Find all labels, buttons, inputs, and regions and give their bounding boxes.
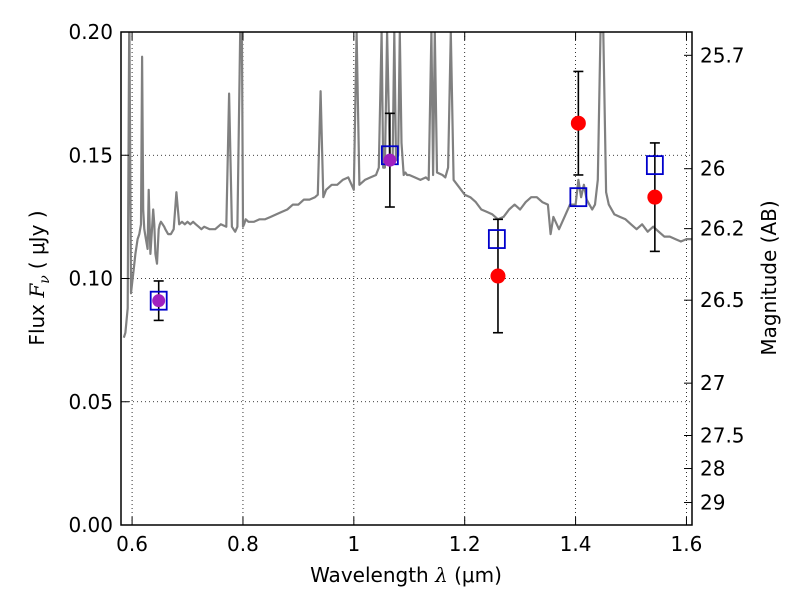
spectrum-layer	[122, 32, 692, 339]
observed-point	[570, 115, 586, 131]
y2-tick-label: 27.5	[700, 424, 745, 448]
x-tick-label: 1.4	[560, 532, 592, 556]
ticks: 0.6 0.8 1 1.2 1.4 1.6 0.00 0.05 0.10 0.15 0.20 25.7…	[68, 20, 744, 556]
y2-tick-label: 29	[700, 491, 725, 515]
y-axis-title-units: ( μJy )	[25, 210, 49, 269]
x-axis-title-prefix: Wavelength	[310, 563, 435, 587]
y-tick-label: 0.05	[68, 390, 113, 414]
y-tick-label: 0.10	[68, 267, 113, 291]
y2-tick-label: 28	[700, 457, 725, 481]
model-point	[149, 290, 168, 311]
y-axis-title: Flux Fν ( μJy )	[25, 210, 53, 345]
x-axis-title: Wavelength λ (μm)	[310, 563, 502, 587]
y2-tick-label: 26.2	[700, 217, 745, 241]
model-point	[569, 187, 588, 208]
y2-axis-title: Magnitude (AB)	[757, 200, 781, 355]
observed-point	[152, 294, 166, 308]
model-point	[645, 155, 664, 176]
x-tick-label: 1	[347, 532, 360, 556]
y2-tick-label: 26	[700, 157, 725, 181]
x-tick-label: 1.2	[449, 532, 481, 556]
observed-point	[647, 189, 663, 205]
y2-tick-label: 27	[700, 371, 725, 395]
observed-layer	[152, 115, 663, 308]
y-tick-label: 0.20	[68, 20, 113, 44]
y-axis-title-symbol: F	[25, 283, 49, 299]
y-tick-label: 0.00	[68, 513, 113, 537]
x-tick-label: 0.8	[227, 532, 259, 556]
y-tick-label: 0.15	[68, 143, 113, 167]
observed-point	[383, 153, 397, 167]
y-axis-title-prefix: Flux	[25, 298, 49, 346]
observed-point	[490, 268, 506, 284]
x-tick-label: 1.6	[671, 532, 703, 556]
x-tick-label: 0.6	[116, 532, 148, 556]
model-layer	[149, 145, 664, 311]
y2-tick-label: 25.7	[700, 43, 745, 67]
x-axis-title-symbol: λ	[434, 563, 448, 587]
spectrum-line	[122, 32, 692, 339]
y-axis-title-subscript: ν	[37, 275, 53, 284]
model-point	[487, 229, 506, 249]
x-axis-title-units: (μm)	[448, 563, 502, 587]
plot-area	[121, 32, 692, 525]
y2-tick-label: 26.5	[700, 288, 745, 312]
